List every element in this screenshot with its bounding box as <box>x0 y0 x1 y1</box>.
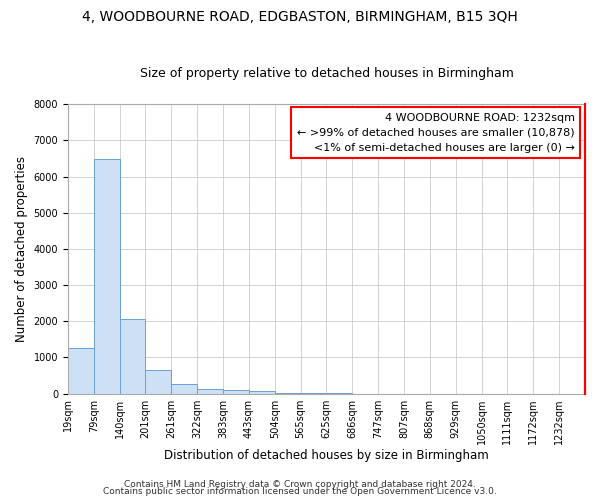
Bar <box>119 320 145 394</box>
Title: Size of property relative to detached houses in Birmingham: Size of property relative to detached ho… <box>140 66 514 80</box>
Text: Contains HM Land Registry data © Crown copyright and database right 2024.: Contains HM Land Registry data © Crown c… <box>124 480 476 489</box>
Bar <box>223 390 249 394</box>
Text: 4 WOODBOURNE ROAD: 1232sqm
← >99% of detached houses are smaller (10,878)
<1% of: 4 WOODBOURNE ROAD: 1232sqm ← >99% of det… <box>297 113 575 152</box>
X-axis label: Distribution of detached houses by size in Birmingham: Distribution of detached houses by size … <box>164 450 489 462</box>
Bar <box>68 348 94 394</box>
Y-axis label: Number of detached properties: Number of detached properties <box>15 156 28 342</box>
Bar <box>145 370 172 394</box>
Bar <box>94 158 119 394</box>
Text: 4, WOODBOURNE ROAD, EDGBASTON, BIRMINGHAM, B15 3QH: 4, WOODBOURNE ROAD, EDGBASTON, BIRMINGHA… <box>82 10 518 24</box>
Bar <box>197 389 223 394</box>
Text: Contains public sector information licensed under the Open Government Licence v3: Contains public sector information licen… <box>103 487 497 496</box>
Bar <box>249 391 275 394</box>
Bar <box>275 393 301 394</box>
Bar <box>172 384 197 394</box>
